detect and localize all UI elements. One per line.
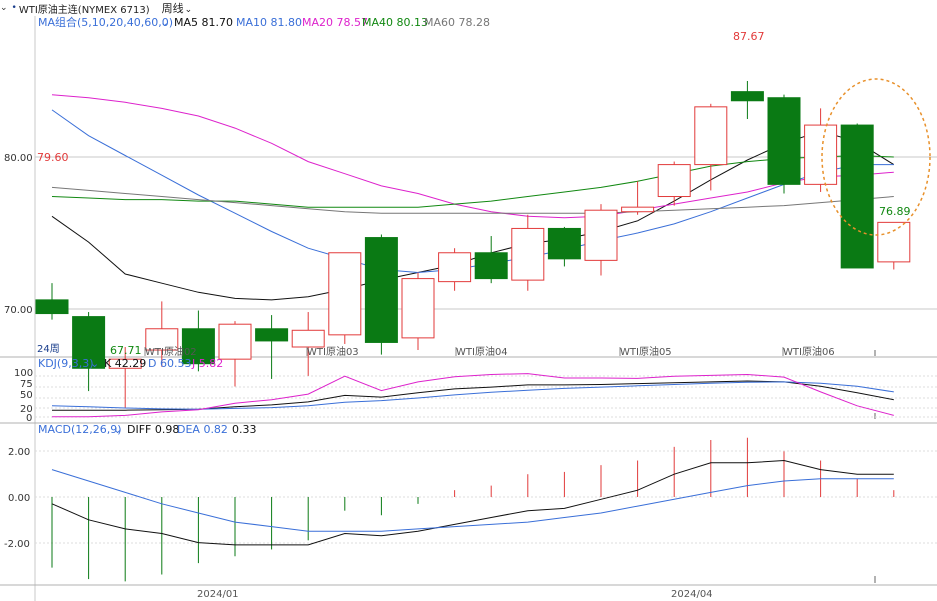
- kdj-k-line: [52, 380, 894, 411]
- left-annotation: 79.60: [37, 151, 69, 164]
- macd-lines: [51, 459, 894, 546]
- ma-lines: [51, 94, 895, 301]
- candle-body: [804, 124, 838, 185]
- candles: [35, 81, 911, 408]
- kdj-tick-label: 50: [20, 390, 33, 401]
- ma40-line: [51, 154, 894, 208]
- chevron-down-icon[interactable]: ⌄: [113, 423, 122, 436]
- highlight-ellipse: [821, 78, 931, 236]
- candle-body: [657, 164, 691, 198]
- month-label: WTI原油06: [783, 345, 835, 358]
- candle-body: [108, 358, 142, 369]
- candle-body: [877, 221, 911, 263]
- period-selector[interactable]: 周线⌄: [162, 0, 193, 16]
- candle-body: [35, 299, 69, 315]
- low-annotation: 67.71: [110, 344, 142, 357]
- chevron-down-icon: ⌄: [184, 5, 193, 15]
- candle-body: [218, 323, 252, 360]
- chevron-down-icon[interactable]: ⌄: [0, 3, 8, 13]
- candle-body: [255, 328, 289, 342]
- kdj-tick-label: 75: [20, 379, 33, 390]
- candle-body: [181, 328, 215, 365]
- titlebar: ⌄ • WTI原油主连(NYMEX 6713) 周线⌄: [0, 0, 937, 16]
- ma20-label: MA20 78.57: [302, 16, 368, 29]
- candle-body: [328, 252, 362, 336]
- candle-body: [72, 316, 106, 369]
- candle-body: [730, 91, 764, 102]
- kdj-legend-title[interactable]: KDJ(9,3,3): [38, 357, 94, 370]
- instrument-name[interactable]: WTI原油主连(NYMEX 6713): [18, 4, 150, 16]
- candle-body: [438, 252, 472, 283]
- month-tick-marks: [144, 347, 784, 356]
- period-label: 周线: [161, 2, 184, 15]
- macd-diff-label: DIFF 0.98: [127, 423, 179, 436]
- month-label: WTI原油05: [620, 345, 672, 358]
- bullet-icon: •: [11, 3, 17, 13]
- macd-tick-label: -2.00: [4, 539, 30, 550]
- macd-axis: 2.00 0.00 -2.00: [4, 447, 30, 550]
- ma5-label: MA5 81.70: [174, 16, 233, 29]
- ma60-label: MA60 78.28: [424, 16, 490, 29]
- macd-bars: [51, 437, 895, 582]
- kdj-axis: 100 75 50 20 0: [14, 368, 33, 424]
- kdj-tick-label: 100: [14, 368, 33, 379]
- month-label: WTI原油03: [307, 345, 359, 358]
- month-label: WTI原油04: [456, 345, 508, 358]
- kdj-tick-label: 20: [20, 404, 33, 415]
- high-annotation: 87.67: [733, 30, 765, 43]
- month-labels: WTI原油02 WTI原油03 WTI原油04 WTI原油05 WTI原油06: [145, 345, 835, 358]
- kdj-lines: [51, 373, 894, 418]
- ma10-line: [51, 109, 894, 274]
- kdj-k-label: K 42.29: [104, 357, 146, 370]
- macd-dea-line: [51, 469, 894, 532]
- last-annotation: 76.89: [879, 205, 911, 218]
- kdj-d-line: [51, 381, 894, 410]
- chevron-down-icon[interactable]: ⌄: [160, 16, 169, 29]
- week-marker: 24周: [37, 343, 60, 355]
- chevron-down-icon[interactable]: ⌄: [90, 357, 99, 370]
- ma40-label: MA40 80.13: [362, 16, 428, 29]
- macd-dea-label: DEA 0.82: [177, 423, 228, 436]
- kdj-tick-label: 0: [26, 413, 32, 424]
- candle-body: [694, 106, 728, 166]
- ma-legend-title[interactable]: MA组合(5,10,20,40,60,0): [38, 15, 173, 29]
- candle-body: [511, 227, 545, 281]
- macd-tick-label: 2.00: [8, 447, 30, 458]
- price-tick-label: 80.00: [4, 153, 33, 164]
- date-label: 2024/04: [671, 589, 713, 600]
- kdj-j-line: [52, 373, 894, 418]
- ma10-label: MA10 81.80: [236, 16, 302, 29]
- macd-tick-label: 0.00: [8, 493, 30, 504]
- candle-body: [840, 124, 874, 269]
- ma60-line: [51, 186, 894, 214]
- macd-diff-line: [51, 459, 894, 546]
- candle-body: [291, 329, 325, 348]
- candle-body: [474, 252, 508, 280]
- candle-body: [401, 278, 435, 339]
- candle-body: [364, 237, 398, 343]
- kdj-j-label: J 5.82: [191, 357, 223, 370]
- date-label: 2024/01: [197, 589, 239, 600]
- candle-body: [547, 227, 581, 260]
- macd-hist-label: 0.33: [232, 423, 257, 436]
- candle-body: [767, 97, 801, 185]
- month-label: WTI原油02: [145, 345, 197, 358]
- price-tick-label: 70.00: [4, 305, 33, 316]
- kdj-d-label: D 60.53: [148, 357, 191, 370]
- ma5-line: [51, 130, 895, 301]
- candle-body: [584, 209, 618, 261]
- candle-body: [145, 328, 179, 351]
- candle-body: [621, 206, 655, 213]
- macd-legend-title[interactable]: MACD(12,26,9): [38, 423, 122, 436]
- ma20-line: [51, 94, 894, 219]
